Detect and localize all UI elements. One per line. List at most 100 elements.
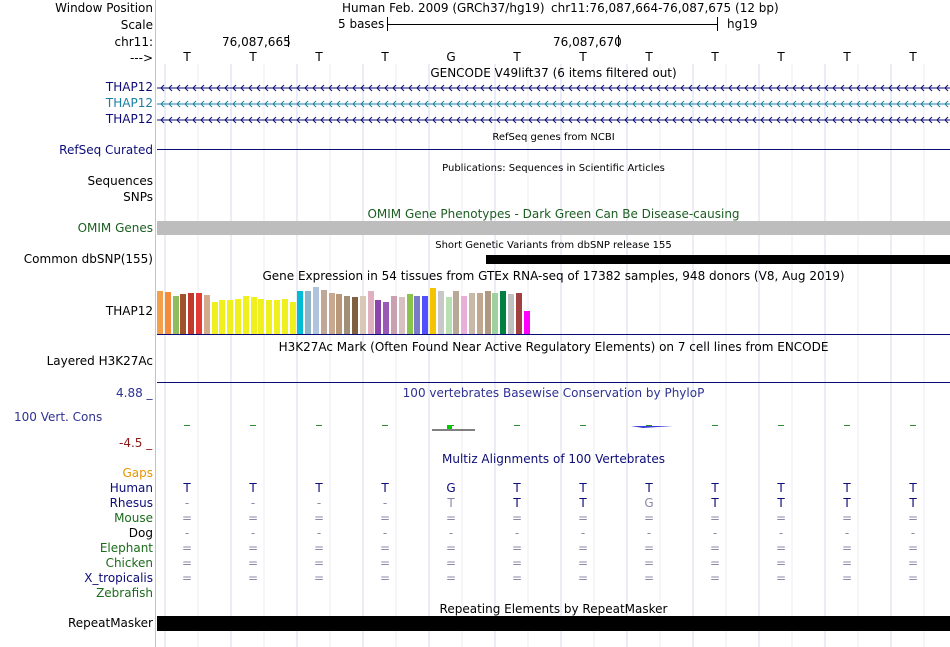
phylop-signal[interactable] bbox=[157, 400, 950, 450]
gtex-tissue-bar[interactable] bbox=[492, 293, 499, 334]
gtex-tissue-bar[interactable] bbox=[414, 296, 421, 334]
gencode-item-3-label[interactable]: THAP12 bbox=[105, 112, 153, 126]
multiz-base: = bbox=[775, 541, 787, 555]
gtex-tissue-bar[interactable] bbox=[500, 291, 507, 334]
gtex-tissue-bar[interactable] bbox=[227, 300, 234, 334]
multiz-base: - bbox=[910, 526, 916, 540]
multiz-base: = bbox=[181, 571, 193, 585]
dbsnp-variant-bar[interactable] bbox=[486, 255, 950, 264]
h3k27ac-title: H3K27Ac Mark (Often Found Near Active Re… bbox=[278, 340, 829, 354]
gtex-tissue-bar[interactable] bbox=[445, 297, 452, 334]
gtex-tissue-bar[interactable] bbox=[344, 296, 351, 334]
gtex-tissue-bar[interactable] bbox=[320, 290, 327, 334]
gtex-tissue-bar[interactable] bbox=[461, 296, 468, 334]
gtex-tissue-bar[interactable] bbox=[242, 296, 249, 334]
multiz-species-label[interactable]: Zebrafish bbox=[96, 586, 153, 600]
multiz-base: T bbox=[909, 481, 917, 495]
gtex-tissue-bar[interactable] bbox=[375, 300, 382, 334]
gtex-tissue-bar[interactable] bbox=[274, 300, 280, 334]
multiz-species-label[interactable]: Mouse bbox=[114, 511, 153, 525]
gencode-strand-arrows bbox=[160, 100, 949, 108]
phylop-mark bbox=[382, 425, 388, 426]
gtex-tissue-bar[interactable] bbox=[430, 288, 436, 334]
repeatmasker-bar[interactable] bbox=[157, 616, 950, 631]
gtex-tissue-bar[interactable] bbox=[476, 293, 483, 334]
publications-sequences-label[interactable]: Sequences bbox=[87, 174, 153, 188]
phylop-label[interactable]: 100 Vert. Cons bbox=[14, 410, 103, 424]
gtex-tissue-bar[interactable] bbox=[235, 299, 241, 334]
refseq-label[interactable]: RefSeq Curated bbox=[59, 143, 153, 157]
gtex-tissue-bar[interactable] bbox=[313, 287, 319, 334]
phylop-mark bbox=[778, 425, 784, 426]
gtex-tissue-bar[interactable] bbox=[406, 294, 413, 334]
h3k27ac-baseline bbox=[157, 382, 950, 383]
gtex-tissue-bar[interactable] bbox=[391, 296, 397, 334]
refseq-gene-line[interactable] bbox=[157, 149, 950, 150]
phylop-mark bbox=[580, 425, 586, 426]
gtex-tissue-bar[interactable] bbox=[515, 293, 522, 334]
gtex-tissue-bar[interactable] bbox=[328, 293, 335, 334]
dbsnp-label[interactable]: Common dbSNP(155) bbox=[23, 252, 153, 266]
gtex-tissue-bar[interactable] bbox=[383, 302, 390, 334]
multiz-base: = bbox=[841, 556, 853, 570]
phylop-max-label: 4.88 _ bbox=[116, 386, 153, 400]
gtex-tissue-bar[interactable] bbox=[469, 293, 475, 334]
gtex-label[interactable]: THAP12 bbox=[105, 304, 153, 318]
gtex-tissue-bar[interactable] bbox=[211, 302, 218, 334]
gtex-tissue-bar[interactable] bbox=[336, 294, 343, 334]
multiz-base: = bbox=[709, 571, 721, 585]
gtex-tissue-bar[interactable] bbox=[422, 296, 429, 334]
omim-phenotype-bar[interactable] bbox=[157, 221, 950, 235]
gencode-item-2-label[interactable]: THAP12 bbox=[105, 96, 153, 110]
gtex-tissue-bar[interactable] bbox=[172, 296, 179, 334]
gtex-tissue-bar[interactable] bbox=[484, 291, 491, 334]
gtex-tissue-bar[interactable] bbox=[188, 293, 195, 334]
phylop-mark bbox=[184, 425, 190, 426]
gencode-gene-track[interactable] bbox=[157, 80, 950, 126]
gtex-tissue-bar[interactable] bbox=[164, 292, 171, 334]
gtex-tissue-bar[interactable] bbox=[203, 295, 210, 334]
multiz-base: = bbox=[775, 556, 787, 570]
gtex-tissue-bar[interactable] bbox=[359, 296, 366, 334]
multiz-species-label[interactable]: Chicken bbox=[105, 556, 153, 570]
gtex-tissue-bar[interactable] bbox=[196, 293, 202, 334]
multiz-species-label[interactable]: X_tropicalis bbox=[84, 571, 153, 585]
publications-snps-label[interactable]: SNPs bbox=[123, 190, 153, 204]
gtex-tissue-bar[interactable] bbox=[453, 291, 460, 334]
gtex-tissue-bar[interactable] bbox=[297, 291, 304, 334]
gtex-tissue-bar[interactable] bbox=[523, 311, 530, 334]
gtex-tissue-bar[interactable] bbox=[352, 297, 358, 334]
omim-label[interactable]: OMIM Genes bbox=[77, 221, 153, 235]
gtex-tissue-bar[interactable] bbox=[258, 299, 265, 334]
gtex-tissue-bar[interactable] bbox=[437, 291, 444, 334]
position-text[interactable]: chr11:76,087,664-76,087,675 (12 bp) bbox=[551, 1, 779, 15]
multiz-gaps-label[interactable]: Gaps bbox=[122, 466, 153, 480]
gtex-bar-chart[interactable] bbox=[157, 284, 537, 334]
gtex-tissue-bar[interactable] bbox=[266, 300, 273, 334]
gtex-tissue-bar[interactable] bbox=[180, 294, 187, 334]
multiz-base: - bbox=[250, 526, 256, 540]
sequence-base: T bbox=[513, 50, 521, 64]
gtex-tissue-bar[interactable] bbox=[305, 291, 312, 334]
multiz-base: = bbox=[643, 511, 655, 525]
gtex-tissue-bar[interactable] bbox=[367, 291, 374, 334]
gencode-item-1-label[interactable]: THAP12 bbox=[105, 80, 153, 94]
coord-1-tick bbox=[288, 35, 289, 47]
multiz-species-label[interactable]: Human bbox=[109, 481, 153, 495]
gtex-tissue-bar[interactable] bbox=[508, 294, 514, 334]
repeatmasker-label[interactable]: RepeatMasker bbox=[67, 616, 153, 630]
phylop-peak bbox=[447, 425, 452, 429]
gtex-tissue-bar[interactable] bbox=[157, 291, 163, 334]
gtex-tissue-bar[interactable] bbox=[281, 299, 288, 334]
multiz-base: - bbox=[184, 526, 190, 540]
multiz-species-label[interactable]: Elephant bbox=[99, 541, 153, 555]
h3k27ac-label[interactable]: Layered H3K27Ac bbox=[46, 354, 153, 368]
gtex-tissue-bar[interactable] bbox=[289, 302, 296, 334]
gtex-tissue-bar[interactable] bbox=[398, 297, 405, 334]
gtex-tissue-bar[interactable] bbox=[219, 300, 226, 334]
multiz-base: = bbox=[775, 511, 787, 525]
multiz-species-label[interactable]: Dog bbox=[128, 526, 153, 540]
multiz-species-label[interactable]: Rhesus bbox=[109, 496, 153, 510]
gtex-tissue-bar[interactable] bbox=[250, 297, 257, 334]
